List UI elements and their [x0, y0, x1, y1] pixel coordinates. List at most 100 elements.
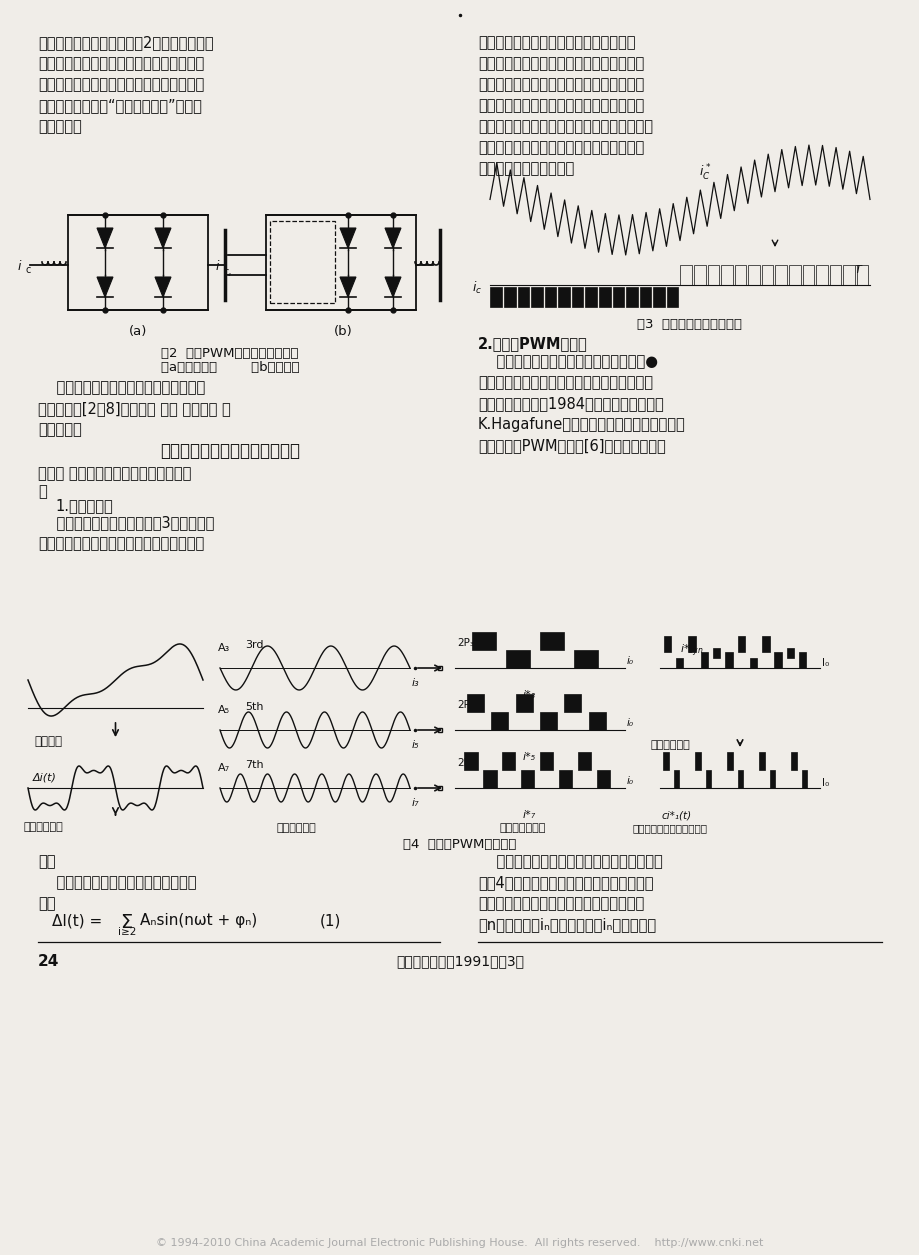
Text: 2P₅: 2P₅ — [457, 700, 473, 710]
Bar — [563, 694, 581, 712]
Bar — [774, 653, 781, 668]
Text: Δi(t): Δi(t) — [33, 773, 57, 783]
Bar — [573, 650, 597, 668]
Text: 如图4所示。各个脉冲序列的基波成分与要消: 如图4所示。各个脉冲序列的基波成分与要消 — [478, 875, 652, 890]
Bar — [775, 265, 786, 285]
Bar — [584, 287, 596, 307]
Text: 分离出的谐波: 分离出的谐波 — [23, 822, 62, 832]
Text: i₀: i₀ — [627, 776, 633, 786]
Text: 转换后的脉冲序列（三値）: 转换后的脉冲序列（三値） — [632, 823, 707, 833]
Bar — [761, 265, 773, 285]
Bar — [491, 712, 508, 730]
Text: K.Hagafune等人提出了一种基于脉宽控制技: K.Hagafune等人提出了一种基于脉宽控制技 — [478, 417, 685, 432]
Bar — [737, 636, 744, 653]
Bar — [856, 265, 868, 285]
Text: 第n次谐波电流iₙ，则脉冲序列iₙ的基波幅値: 第n次谐波电流iₙ，则脉冲序列iₙ的基波幅値 — [478, 917, 655, 932]
Text: 流。这种控制方法的谐波抑制效果与三角形: 流。这种控制方法的谐波抑制效果与三角形 — [478, 77, 643, 92]
Bar — [539, 633, 563, 650]
Text: 现已很少被采用。1984年，日本东京大学的: 现已很少被采用。1984年，日本东京大学的 — [478, 397, 663, 410]
Text: Aₙsin(nωt + φₙ): Aₙsin(nωt + φₙ) — [140, 912, 257, 927]
Bar — [539, 752, 552, 771]
Text: 电流波形: 电流波形 — [34, 735, 62, 748]
Text: (a): (a) — [129, 325, 147, 338]
Bar — [726, 752, 732, 771]
Text: 24: 24 — [38, 954, 60, 969]
Text: （一） 电流型电力有源滤波器的控制方: （一） 电流型电力有源滤波器的控制方 — [38, 466, 191, 481]
Text: I₀: I₀ — [821, 658, 828, 668]
Bar — [504, 287, 515, 307]
Text: 由于载波调制法对谐波的抑制效果受载●: 由于载波调制法对谐波的抑制效果受载● — [478, 354, 657, 369]
Bar — [786, 648, 793, 658]
Bar — [520, 771, 534, 788]
Text: 图3  载波调制法的工作原理: 图3 载波调制法的工作原理 — [637, 318, 742, 331]
Bar — [663, 752, 668, 771]
Bar — [799, 653, 806, 668]
Text: 三、电力有源滤波器的控制方法: 三、电力有源滤波器的控制方法 — [160, 442, 300, 461]
Text: 载波的频率有很大关系。为了获得较好的谐: 载波的频率有很大关系。为了获得较好的谐 — [478, 98, 643, 113]
Bar — [467, 694, 483, 712]
Bar — [577, 752, 590, 771]
Bar — [530, 287, 542, 307]
Bar — [482, 771, 496, 788]
Text: 关于上述两种电力有源滤波器的控制方: 关于上述两种电力有源滤波器的控制方 — [38, 380, 205, 395]
Text: 波频率的限制，并且存在开关损耗大的缺点，: 波频率的限制，并且存在开关损耗大的缺点， — [478, 375, 652, 390]
Bar — [843, 265, 854, 285]
Text: 对应的脉冲序列: 对应的脉冲序列 — [499, 823, 546, 833]
Bar — [724, 653, 732, 668]
Bar — [539, 712, 556, 730]
Text: A₅: A₅ — [218, 705, 230, 715]
Bar — [801, 265, 813, 285]
Text: 全消除谐波的理想情况。: 全消除谐波的理想情况。 — [478, 161, 573, 176]
Text: i*₇: i*₇ — [522, 809, 536, 820]
Text: c: c — [26, 265, 31, 275]
Text: (b): (b) — [334, 325, 352, 338]
Bar — [596, 771, 609, 788]
Text: A₇: A₇ — [218, 763, 230, 773]
Bar — [720, 265, 732, 285]
Text: 的三角波调制直流电抗器电流，将调制后: 的三角波调制直流电抗器电流，将调制后 — [478, 35, 635, 50]
Text: 控制方法。: 控制方法。 — [38, 422, 82, 437]
Text: 加了变流器的开关损耗，同时也不会出现完: 加了变流器的开关损耗，同时也不会出现完 — [478, 141, 643, 156]
Text: (1): (1) — [320, 912, 341, 927]
Bar — [612, 287, 623, 307]
Bar — [626, 287, 637, 307]
Text: 比较复杂。: 比较复杂。 — [38, 119, 82, 134]
Text: i₃: i₃ — [412, 678, 419, 688]
Text: 的脉冲串作为电力有源滤波器的实际输出电: 的脉冲串作为电力有源滤波器的实际输出电 — [478, 56, 643, 72]
Bar — [737, 771, 743, 788]
Text: i₇: i₇ — [412, 798, 419, 808]
Polygon shape — [340, 228, 356, 248]
Text: 载波调制法的工作原理如图3所示。用补: 载波调制法的工作原理如图3所示。用补 — [38, 515, 214, 530]
Bar — [707, 265, 719, 285]
Bar — [749, 658, 756, 668]
Bar — [68, 215, 208, 310]
Text: A₃: A₃ — [218, 643, 230, 653]
Bar — [747, 265, 759, 285]
Bar — [505, 650, 529, 668]
Polygon shape — [96, 228, 113, 248]
Polygon shape — [384, 277, 401, 297]
Text: 7th: 7th — [244, 761, 264, 771]
Bar — [687, 636, 695, 653]
Text: i₅: i₅ — [412, 740, 419, 750]
Text: 法已有很多[2～8]，下面将 介绍 几种典型 的: 法已有很多[2～8]，下面将 介绍 几种典型 的 — [38, 402, 231, 415]
Bar — [680, 265, 691, 285]
Bar — [815, 265, 827, 285]
Bar — [675, 658, 683, 668]
Text: 电网电流的谐波分量可用傅氏级数表: 电网电流的谐波分量可用傅氏级数表 — [38, 875, 197, 890]
Text: c,: c, — [223, 267, 233, 277]
Text: i: i — [216, 260, 220, 274]
Bar — [490, 287, 502, 307]
Polygon shape — [154, 277, 171, 297]
Text: 2P₃: 2P₃ — [457, 638, 473, 648]
Text: Σ: Σ — [119, 912, 132, 932]
Polygon shape — [96, 277, 113, 297]
Bar — [544, 287, 556, 307]
Text: 除的相应的谐波电流成分相同。例如要消除: 除的相应的谐波电流成分相同。例如要消除 — [478, 896, 643, 911]
Bar — [572, 287, 583, 307]
Bar — [464, 752, 477, 771]
Text: 合成脉冲波形: 合成脉冲波形 — [650, 740, 689, 750]
Text: 各次谐波成分: 各次谐波成分 — [276, 823, 315, 833]
Bar — [516, 694, 532, 712]
Bar — [829, 265, 840, 285]
